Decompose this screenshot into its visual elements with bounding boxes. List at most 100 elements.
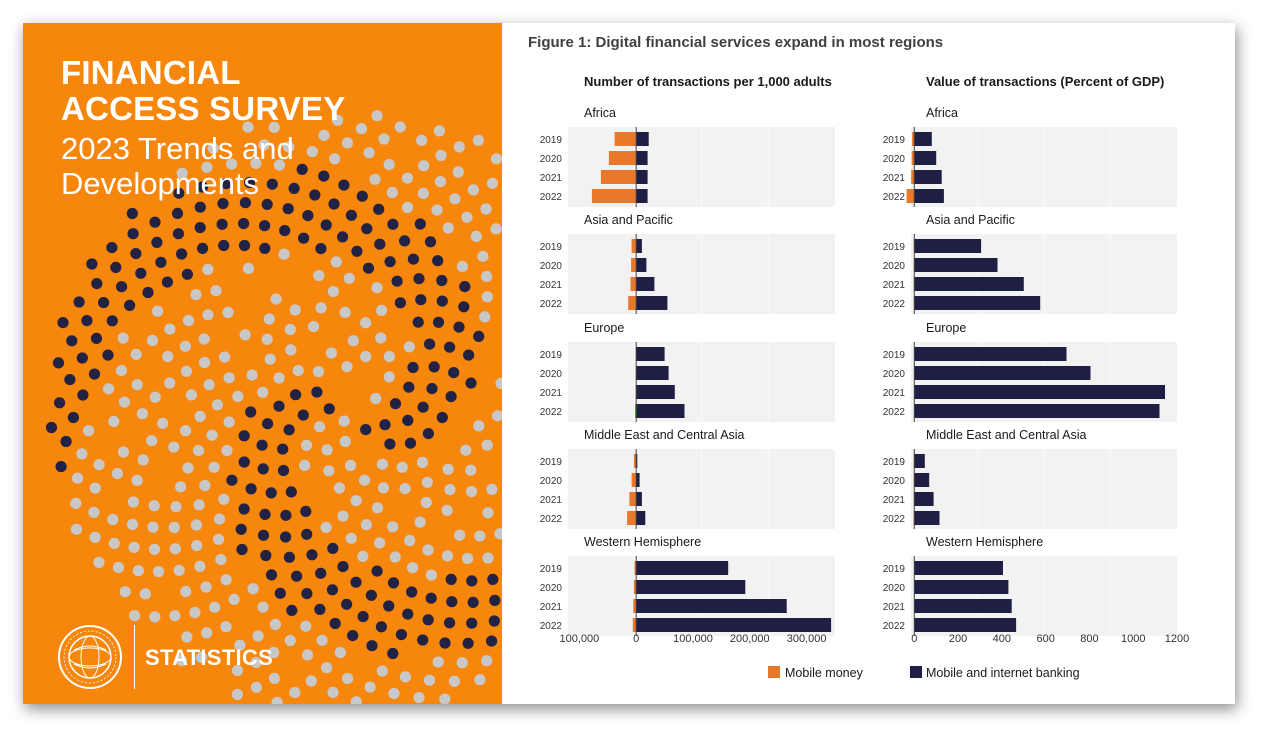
- legend-mobile-internet-banking-swatch: [910, 666, 922, 678]
- pattern-dot: [146, 435, 158, 447]
- pattern-dot: [406, 586, 418, 598]
- pattern-dot: [270, 293, 282, 305]
- year-tick-label: 2022: [883, 514, 906, 525]
- pattern-dot: [465, 486, 478, 498]
- pattern-dot: [434, 176, 446, 188]
- mobile-internet-banking-bar: [636, 347, 665, 361]
- pattern-dot: [306, 549, 318, 561]
- pattern-dot: [347, 407, 359, 419]
- x-tick-label: 0: [633, 633, 639, 645]
- pattern-dot: [155, 256, 167, 268]
- pattern-dot: [374, 238, 386, 250]
- pattern-dot: [89, 531, 101, 543]
- pattern-dot: [327, 542, 339, 555]
- pattern-dot: [108, 537, 120, 550]
- year-tick-label: 2021: [540, 495, 563, 506]
- pattern-dot: [345, 459, 357, 472]
- mobile-internet-banking-bar: [636, 258, 647, 272]
- pattern-dot: [480, 361, 492, 373]
- pattern-dot: [146, 363, 158, 375]
- pattern-dot: [315, 243, 327, 255]
- pattern-dot: [415, 294, 427, 306]
- pattern-dot: [337, 561, 349, 573]
- pattern-dot: [220, 574, 232, 586]
- pattern-dot: [259, 220, 271, 232]
- pattern-dot: [445, 573, 457, 586]
- pattern-dot: [341, 361, 353, 373]
- x-tick-label: 1000: [1121, 633, 1145, 645]
- pattern-dot: [301, 649, 314, 661]
- year-tick-label: 2019: [883, 457, 906, 468]
- pattern-dot: [283, 551, 295, 563]
- pattern-dot: [343, 272, 355, 284]
- pattern-dot: [185, 389, 197, 401]
- year-tick-label: 2019: [540, 242, 563, 253]
- pattern-dot: [213, 513, 226, 525]
- pattern-dot: [495, 377, 502, 389]
- pattern-dot: [99, 582, 111, 594]
- pattern-dot: [195, 651, 207, 664]
- pattern-dot: [409, 653, 421, 665]
- year-tick-label: 2019: [540, 135, 563, 146]
- pattern-dot: [467, 596, 479, 609]
- pattern-dot: [92, 403, 104, 415]
- pattern-dot: [77, 389, 89, 401]
- pattern-dot: [159, 588, 172, 600]
- logo-divider: [134, 625, 135, 689]
- pattern-dot: [262, 418, 274, 430]
- year-tick-label: 2022: [540, 192, 563, 203]
- pattern-dot: [350, 576, 362, 588]
- pattern-dot: [363, 372, 375, 385]
- mobile-internet-banking-bar: [914, 347, 1067, 361]
- pattern-dot: [64, 374, 76, 386]
- mobile-internet-banking-bar: [636, 580, 746, 594]
- mobile-money-bar: [911, 170, 915, 184]
- pattern-dot: [149, 216, 161, 228]
- pattern-dot: [442, 463, 454, 475]
- pattern-dot: [169, 543, 181, 555]
- x-tick-label: 800: [1080, 633, 1098, 645]
- pattern-dot: [366, 640, 378, 652]
- pattern-dot: [439, 693, 451, 704]
- pattern-dot: [173, 564, 185, 576]
- pattern-dot: [215, 554, 227, 566]
- pattern-dot: [460, 444, 472, 456]
- pattern-dot: [171, 207, 184, 219]
- pattern-dot: [446, 596, 458, 608]
- pattern-dot: [333, 482, 345, 494]
- pattern-dot: [355, 657, 367, 669]
- pattern-dot: [212, 671, 224, 683]
- mobile-money-bar: [591, 189, 637, 203]
- pattern-dot: [305, 675, 317, 687]
- pattern-dot: [223, 372, 235, 384]
- pattern-dot: [488, 615, 500, 627]
- pattern-dot: [417, 401, 429, 413]
- panel-region-title: Middle East and Central Asia: [926, 428, 1087, 442]
- pattern-dot: [357, 550, 369, 562]
- pattern-dot: [108, 415, 120, 427]
- year-tick-label: 2021: [540, 388, 563, 399]
- pattern-dot: [465, 464, 477, 476]
- pattern-dot: [88, 368, 101, 380]
- year-tick-label: 2021: [540, 173, 563, 184]
- pattern-dot: [196, 181, 209, 193]
- mobile-internet-banking-bar: [636, 454, 638, 468]
- pattern-dot: [148, 543, 161, 555]
- pattern-dot: [217, 198, 229, 210]
- pattern-dot: [422, 428, 434, 440]
- pattern-dot: [243, 308, 255, 320]
- pattern-dot: [271, 696, 283, 704]
- pattern-dot: [252, 630, 264, 642]
- mobile-internet-banking-bar: [914, 170, 942, 184]
- legend-mobile-money-label: Mobile money: [785, 666, 864, 680]
- pattern-dot: [360, 351, 372, 363]
- x-tick-label: 100,000: [673, 633, 713, 645]
- panel-region-title: Asia and Pacific: [584, 213, 673, 227]
- pattern-dot: [247, 583, 259, 595]
- pattern-dot: [67, 411, 79, 424]
- year-tick-label: 2021: [540, 602, 563, 613]
- mobile-money-bar: [633, 599, 637, 613]
- pattern-dot: [257, 463, 269, 475]
- pattern-dot: [348, 390, 361, 402]
- pattern-dot: [176, 248, 188, 260]
